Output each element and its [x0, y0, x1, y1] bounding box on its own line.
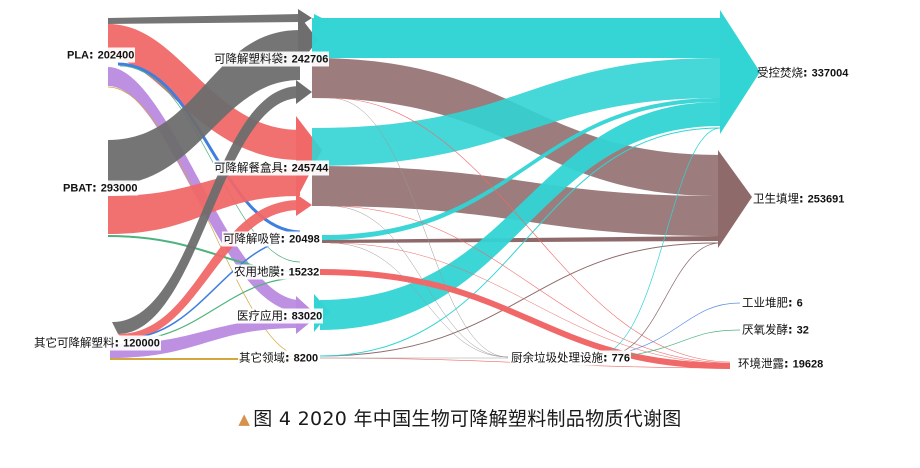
- label-separator: :: [283, 308, 292, 323]
- flow-otherp-bag-arrow: [296, 80, 312, 104]
- flow-film-leak: [319, 269, 731, 369]
- flow-pbat-bag: [108, 30, 300, 185]
- label-separator: :: [784, 356, 793, 371]
- flow-otherp-bag: [112, 86, 300, 334]
- flows-material-to-product: [107, 9, 322, 360]
- flow-straw-land: [322, 236, 720, 243]
- node-label-other-plastic: 其它可降解塑料: 120000: [33, 335, 161, 351]
- flow-bag-kitchen: [329, 97, 509, 358]
- figure-caption: ▲ 图 4 2020 年中国生物可降解塑料制品物质代谢图: [0, 404, 920, 431]
- label-separator: :: [89, 47, 98, 62]
- flow-kitchen-compost: [617, 302, 741, 355]
- label-separator: :: [280, 231, 290, 246]
- sankey-diagram: [107, 9, 760, 369]
- node-label-landfill: 卫生填埋: 253691: [753, 191, 845, 206]
- flow-box-inc: [312, 58, 720, 166]
- flow-kitchen-inc: [594, 127, 721, 357]
- label-separator: :: [285, 350, 294, 365]
- node-label-kitchen-waste: 厨余垃圾处理设施: 776: [510, 350, 631, 366]
- flow-kitchen-land: [604, 242, 721, 357]
- flow-otherf-inc: [319, 127, 721, 357]
- flow-otherp-box: [118, 200, 300, 340]
- node-label-pla: PLA: 202400: [66, 47, 136, 63]
- node-label-other-field: 其它领域: 8200: [238, 350, 320, 366]
- flow-box-kitchen: [329, 205, 509, 358]
- label-separator: :: [603, 350, 612, 365]
- flow-box-land: [312, 166, 720, 236]
- node-label-pbat: PBAT: 293000: [62, 180, 139, 196]
- flow-pbat-box-arrow: [296, 116, 322, 200]
- label-separator: :: [114, 335, 124, 350]
- node-label-anaerobic: 厌氧发酵: 32: [742, 322, 809, 337]
- triangle-marker-icon: ▲: [238, 410, 251, 428]
- label-separator: :: [283, 160, 292, 175]
- caption-text: 图 4 2020 年中国生物可降解塑料制品物质代谢图: [253, 408, 682, 430]
- flow-pbat-box: [108, 168, 300, 234]
- node-label-box: 可降解餐盒具: 245744: [213, 160, 330, 176]
- node-label-straw: 可降解吸管: 20498: [222, 231, 321, 247]
- flow-otherp-box-arrow: [296, 194, 312, 216]
- arrow-bag-teal: [314, 14, 330, 30]
- flow-pla-straw: [117, 62, 301, 234]
- label-separator: :: [283, 51, 292, 66]
- flow-pla-bag: [108, 14, 300, 24]
- arrow-incineration: [720, 10, 760, 134]
- node-label-leakage: 环境泄露: 19628: [738, 356, 824, 371]
- node-label-film: 农用地膜: 15232: [233, 264, 321, 280]
- label-separator: :: [799, 191, 808, 206]
- flow-kitchen-ana: [627, 329, 741, 357]
- flow-med-inc: [320, 102, 720, 330]
- flow-straw-leak: [329, 242, 731, 365]
- label-separator: :: [788, 295, 797, 310]
- flow-bag-inc: [312, 18, 720, 58]
- flow-pla-otherf: [107, 86, 301, 356]
- node-label-medical: 医疗应用: 83020: [236, 308, 324, 324]
- arrow-landfill: [718, 150, 752, 248]
- label-separator: :: [280, 264, 289, 279]
- label-separator: :: [788, 322, 797, 337]
- label-separator: :: [803, 65, 812, 80]
- label-separator: :: [92, 180, 101, 195]
- node-label-bag: 可降解塑料袋: 242706: [213, 51, 330, 67]
- flow-box-leak: [329, 205, 731, 364]
- flow-straw-inc: [322, 98, 720, 240]
- flows-product-to-fate: [312, 18, 741, 369]
- node-label-compost: 工业堆肥: 6: [742, 295, 803, 310]
- flow-straw-kitchen: [329, 242, 509, 358]
- node-label-incineration: 受控焚烧: 337004: [757, 65, 849, 80]
